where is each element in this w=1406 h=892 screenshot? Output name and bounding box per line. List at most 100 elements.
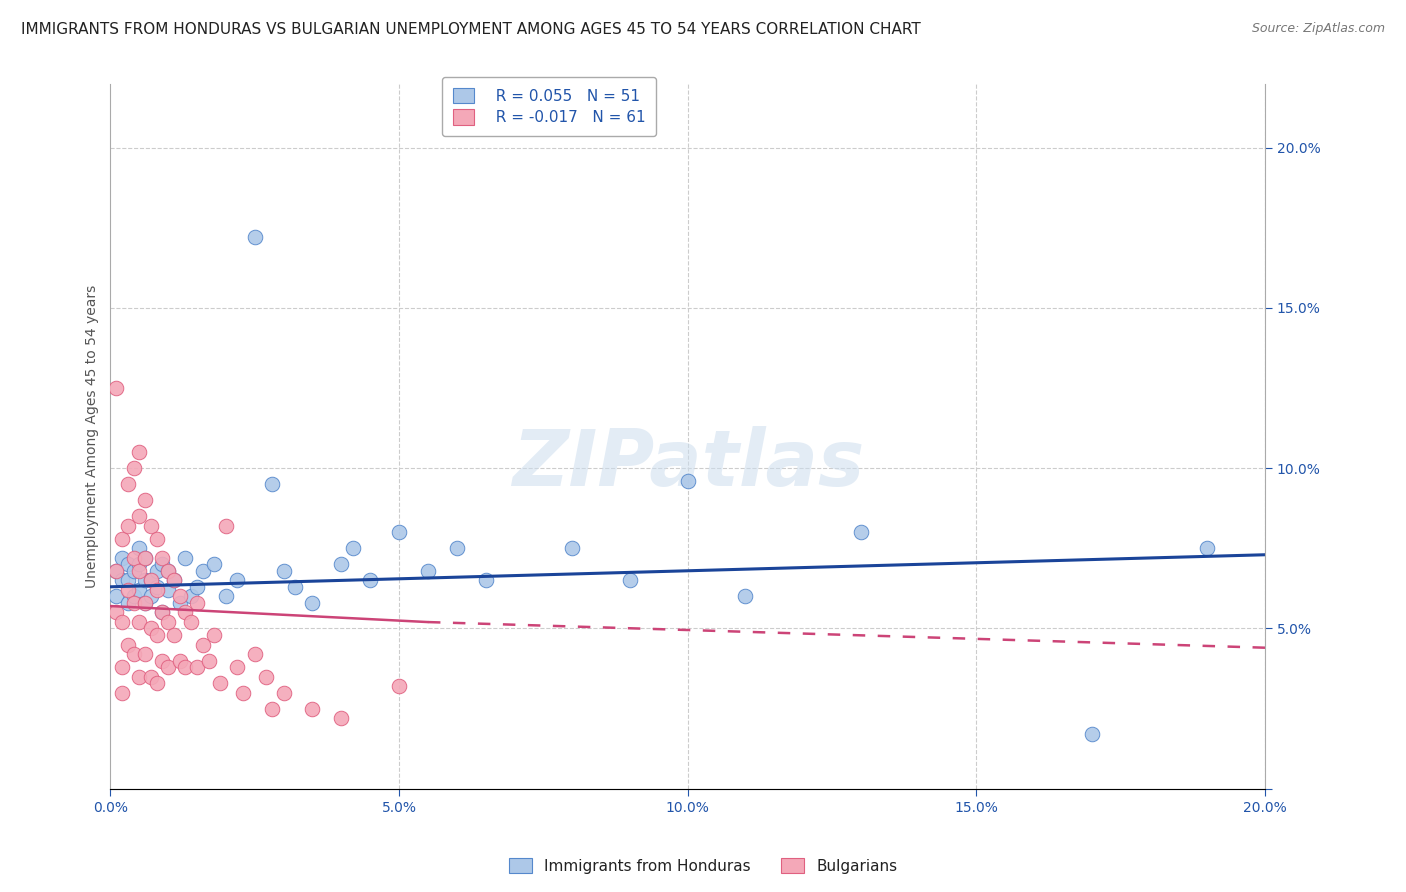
Point	[163, 628, 186, 642]
Point	[260, 701, 283, 715]
Point	[117, 519, 139, 533]
Point	[105, 590, 128, 604]
Point	[128, 669, 150, 683]
Point	[157, 660, 180, 674]
Point	[145, 580, 167, 594]
Legend: Immigrants from Honduras, Bulgarians: Immigrants from Honduras, Bulgarians	[502, 852, 904, 880]
Point	[157, 615, 180, 629]
Point	[139, 574, 162, 588]
Point	[134, 493, 156, 508]
Point	[342, 541, 364, 556]
Point	[163, 574, 186, 588]
Point	[122, 596, 145, 610]
Point	[139, 519, 162, 533]
Point	[202, 558, 225, 572]
Legend:   R = 0.055   N = 51,   R = -0.017   N = 61: R = 0.055 N = 51, R = -0.017 N = 61	[441, 77, 657, 136]
Point	[849, 525, 872, 540]
Point	[105, 381, 128, 395]
Point	[163, 574, 186, 588]
Point	[145, 628, 167, 642]
Point	[122, 551, 145, 566]
Point	[105, 606, 128, 620]
Point	[105, 564, 128, 578]
Point	[301, 596, 323, 610]
Point	[301, 701, 323, 715]
Point	[117, 477, 139, 491]
Point	[215, 590, 238, 604]
Point	[273, 685, 295, 699]
Point	[676, 474, 699, 488]
Point	[150, 654, 173, 668]
Point	[174, 551, 197, 566]
Point	[117, 582, 139, 597]
Point	[734, 590, 756, 604]
Point	[186, 660, 208, 674]
Point	[157, 564, 180, 578]
Point	[226, 574, 249, 588]
Point	[111, 532, 134, 546]
Point	[388, 525, 411, 540]
Point	[215, 519, 238, 533]
Point	[139, 622, 162, 636]
Point	[111, 551, 134, 566]
Point	[134, 574, 156, 588]
Point	[117, 574, 139, 588]
Point	[145, 582, 167, 597]
Point	[561, 541, 583, 556]
Point	[243, 647, 266, 661]
Point	[111, 685, 134, 699]
Point	[260, 477, 283, 491]
Point	[122, 590, 145, 604]
Point	[150, 558, 173, 572]
Point	[197, 654, 219, 668]
Point	[157, 564, 180, 578]
Point	[128, 558, 150, 572]
Point	[232, 685, 254, 699]
Point	[150, 606, 173, 620]
Point	[150, 551, 173, 566]
Point	[446, 541, 468, 556]
Point	[157, 582, 180, 597]
Text: IMMIGRANTS FROM HONDURAS VS BULGARIAN UNEMPLOYMENT AMONG AGES 45 TO 54 YEARS COR: IMMIGRANTS FROM HONDURAS VS BULGARIAN UN…	[21, 22, 921, 37]
Point	[191, 564, 214, 578]
Y-axis label: Unemployment Among Ages 45 to 54 years: Unemployment Among Ages 45 to 54 years	[86, 285, 100, 588]
Point	[111, 574, 134, 588]
Point	[416, 564, 439, 578]
Point	[243, 230, 266, 244]
Point	[145, 532, 167, 546]
Point	[128, 582, 150, 597]
Point	[388, 679, 411, 693]
Point	[139, 574, 162, 588]
Point	[169, 590, 191, 604]
Point	[186, 596, 208, 610]
Text: ZIPatlas: ZIPatlas	[512, 426, 863, 502]
Point	[330, 711, 353, 725]
Point	[284, 580, 307, 594]
Point	[134, 551, 156, 566]
Point	[134, 596, 156, 610]
Point	[191, 638, 214, 652]
Point	[128, 445, 150, 459]
Point	[619, 574, 641, 588]
Point	[145, 676, 167, 690]
Point	[359, 574, 381, 588]
Text: Source: ZipAtlas.com: Source: ZipAtlas.com	[1251, 22, 1385, 36]
Point	[111, 660, 134, 674]
Point	[128, 541, 150, 556]
Point	[202, 628, 225, 642]
Point	[134, 647, 156, 661]
Point	[122, 461, 145, 475]
Point	[1081, 727, 1104, 741]
Point	[134, 596, 156, 610]
Point	[122, 564, 145, 578]
Point	[174, 660, 197, 674]
Point	[273, 564, 295, 578]
Point	[122, 647, 145, 661]
Point	[226, 660, 249, 674]
Point	[139, 590, 162, 604]
Point	[169, 596, 191, 610]
Point	[117, 596, 139, 610]
Point	[174, 606, 197, 620]
Point	[111, 615, 134, 629]
Point	[180, 590, 202, 604]
